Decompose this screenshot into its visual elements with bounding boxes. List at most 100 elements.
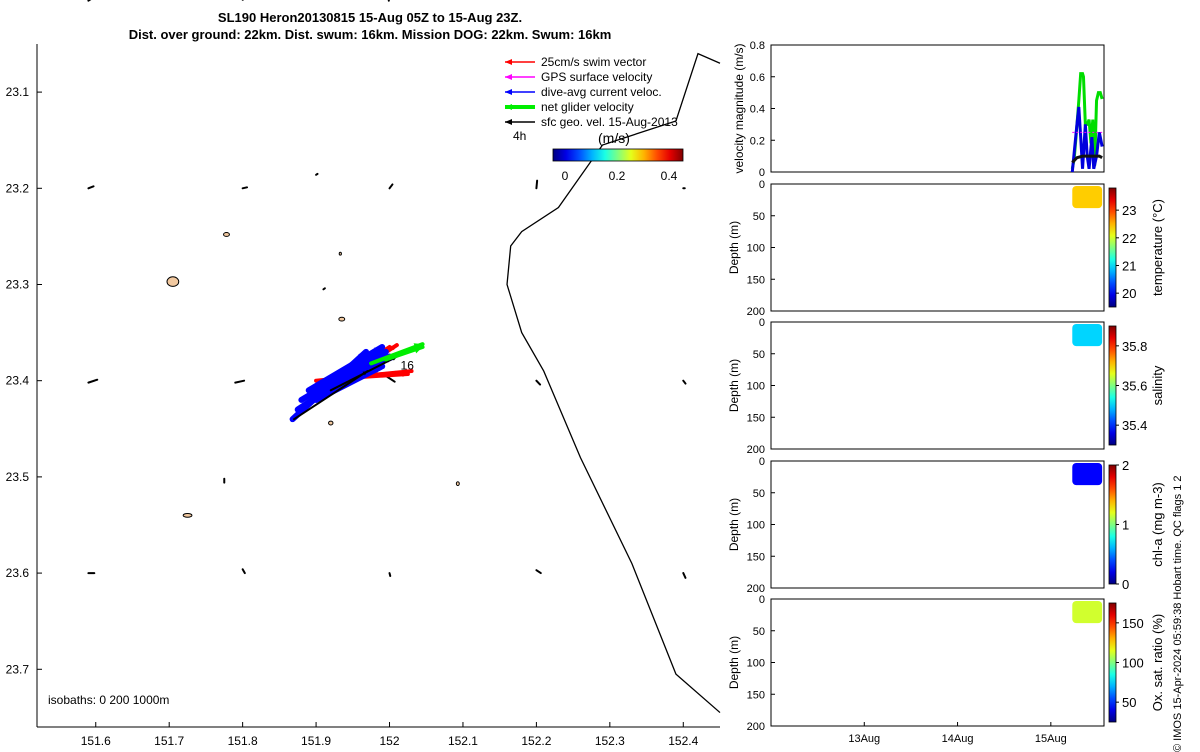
chla-colorbar-tick-label: 1 (1122, 518, 1129, 533)
map-x-tick-label: 151.9 (301, 734, 331, 748)
oxygen-colorbar (1108, 602, 1117, 723)
temperature-colorbar-tick-label: 22 (1122, 231, 1136, 246)
chla-y-tick-label: 50 (753, 488, 765, 500)
temperature-data-block (1072, 186, 1103, 209)
chla-panel-frame (770, 460, 1105, 589)
sfc-geo-vector (234, 379, 246, 384)
salinity-y-tick-label: 200 (747, 444, 765, 456)
chla-y-tick-label: 200 (747, 583, 765, 595)
reef-island (223, 232, 230, 237)
map-x-tick-label: 151.6 (81, 734, 111, 748)
oxygen-colorbar-tick-label: 50 (1122, 695, 1136, 710)
legend-swatch-head (505, 59, 512, 65)
sfc-geo-vector (87, 185, 95, 190)
reef-island (166, 276, 180, 287)
sfc-geo-vector (315, 172, 319, 176)
sfc-geo-vector (535, 379, 542, 386)
temperature-y-axis-label: Depth (m) (727, 221, 741, 274)
time-x-tick-label: 13Aug (848, 733, 880, 745)
speed-colorbar-tick-label: 0 (562, 169, 569, 183)
speed-colorbar-label: (m/s) (598, 130, 630, 146)
legend-swatch-head (505, 89, 512, 95)
sfc-geo-vector (535, 179, 539, 190)
velocity-y-tick-label: 0 (759, 167, 765, 179)
salinity-y-axis-label: Depth (m) (727, 359, 741, 412)
oxygen-y-tick-label: 50 (753, 626, 765, 638)
temperature-y-tick-label: 50 (753, 211, 765, 223)
oxygen-colorbar-tick-label: 150 (1122, 616, 1144, 631)
swim-vector-head (394, 370, 401, 376)
map-y-tick-label: 23.3 (6, 277, 30, 291)
oxygen-y-tick-label: 200 (747, 721, 765, 733)
chart-title-line2: Dist. over ground: 22km. Dist. swum: 16k… (128, 27, 612, 42)
legend-swatch-head (505, 104, 512, 110)
map-plot-area (37, 44, 720, 727)
chla-y-tick-label: 0 (759, 456, 765, 468)
swim-vector-head (402, 371, 408, 377)
oxygen-colorbar-tick-label: 100 (1122, 656, 1144, 671)
time-x-tick-label: 14Aug (942, 733, 974, 745)
velocity-series-line (1071, 154, 1103, 164)
velocity-y-tick-label: 0.6 (750, 72, 765, 84)
velocity-y-tick-label: 0.8 (750, 40, 765, 52)
map-y-tick-label: 23.6 (6, 566, 30, 580)
sfc-geo-vector (87, 0, 92, 2)
oxygen-y-tick-label: 100 (747, 658, 765, 670)
velocity-series-line (1070, 106, 1104, 173)
reef-island (338, 316, 346, 322)
map-y-tick-label: 23.4 (6, 374, 30, 388)
map-y-tick-label: -23 (12, 0, 30, 3)
legend-entry-label: net glider velocity (541, 100, 634, 114)
reef-island (338, 251, 342, 256)
salinity-y-tick-label: 100 (747, 381, 765, 393)
temperature-colorbar-tick-label: 23 (1122, 203, 1136, 218)
isobath-1000m-line (506, 52, 721, 714)
oxygen-panel-frame (770, 598, 1105, 727)
salinity-y-tick-label: 0 (759, 317, 765, 329)
dive-avg-current-vector-head (374, 347, 383, 354)
oxygen-y-tick-label: 0 (759, 594, 765, 606)
sfc-geo-vector (535, 569, 542, 575)
legend-swatch-head (505, 74, 512, 80)
map-x-tick-label: 152.4 (668, 734, 698, 748)
map-x-tick-label: 152 (380, 734, 400, 748)
oxygen-y-tick-label: 150 (747, 689, 765, 701)
temperature-y-tick-label: 100 (747, 243, 765, 255)
temperature-y-tick-label: 0 (759, 179, 765, 191)
oxygen-data-block (1072, 601, 1103, 624)
sfc-geo-vector (241, 186, 249, 190)
legend-time-label: 4h (513, 129, 526, 143)
net-glider-velocity-vector-head (413, 345, 423, 354)
sfc-geo-vector (388, 183, 394, 190)
velocity-panel-frame (770, 44, 1105, 173)
salinity-y-tick-label: 50 (753, 349, 765, 361)
speed-colorbar (552, 148, 684, 162)
chart-title-line1: SL190 Heron20130815 15-Aug 05Z to 15-Aug… (217, 10, 523, 25)
temperature-colorbar (1108, 187, 1117, 308)
chla-colorbar-tick-label: 2 (1122, 458, 1129, 473)
map-y-tick-label: 23.2 (6, 181, 30, 195)
oxygen-colorbar-label: Ox. sat. ratio (%) (1150, 614, 1165, 712)
sfc-track-vector (329, 355, 398, 392)
velocity-y-axis-label: velocity magnitude (m/s) (732, 43, 746, 173)
swim-vector-head (390, 345, 397, 351)
salinity-colorbar-tick-label: 35.6 (1122, 379, 1147, 394)
sfc-geo-vector (682, 379, 687, 385)
salinity-y-tick-label: 150 (747, 412, 765, 424)
temperature-colorbar-tick-label: 20 (1122, 286, 1136, 301)
temperature-colorbar-label: temperature (°C) (1150, 199, 1165, 296)
dive-avg-current-vector (305, 344, 386, 394)
legend-entry-label: 25cm/s swim vector (541, 55, 646, 69)
map-x-tick-label: 151.8 (228, 734, 258, 748)
velocity-y-tick-label: 0.4 (750, 104, 765, 116)
salinity-colorbar-tick-label: 35.8 (1122, 339, 1147, 354)
temperature-y-tick-label: 150 (747, 274, 765, 286)
oxygen-y-axis-label: Depth (m) (727, 636, 741, 689)
legend-swatch-head (505, 119, 512, 125)
salinity-colorbar (1108, 325, 1117, 446)
temperature-colorbar-tick-label: 21 (1122, 258, 1136, 273)
map-x-tick-label: 152.2 (521, 734, 551, 748)
isobaths-note: isobaths: 0 200 1000m (48, 693, 169, 707)
legend-entry-label: GPS surface velocity (541, 70, 652, 84)
salinity-colorbar-label: salinity (1150, 365, 1165, 405)
